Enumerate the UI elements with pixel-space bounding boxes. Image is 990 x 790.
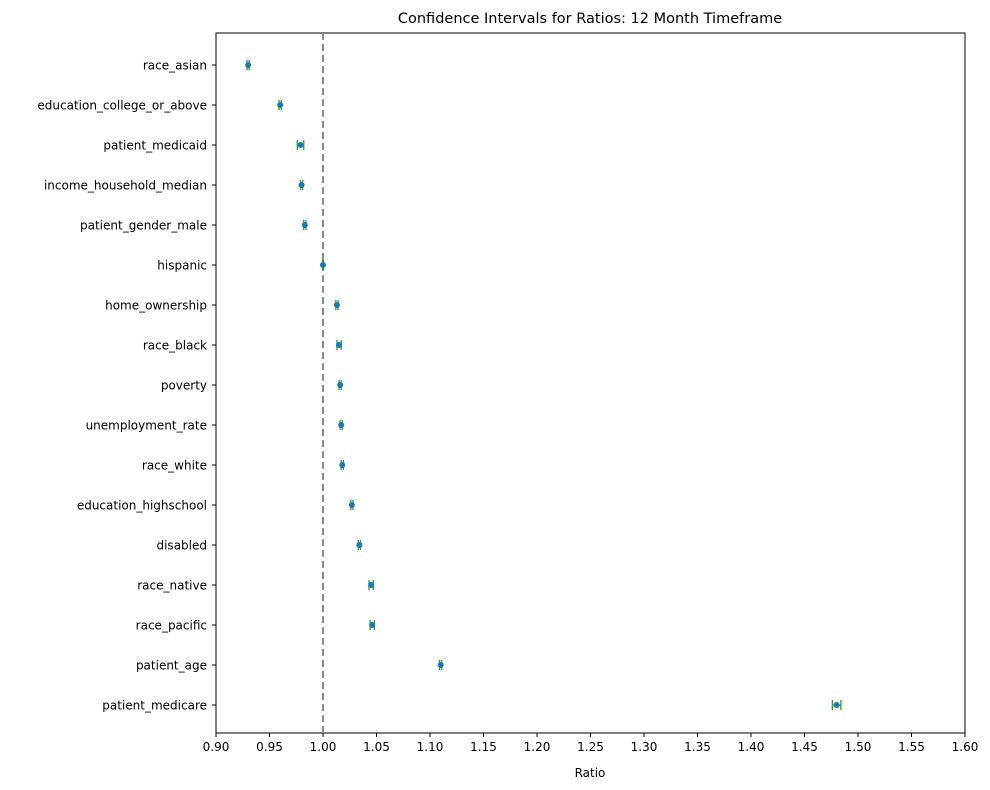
data-point	[277, 102, 284, 108]
x-tick-label: 1.40	[738, 740, 765, 754]
y-tick-label: patient_medicaid	[103, 139, 207, 153]
data-point	[245, 62, 252, 68]
interval-education_college_or_above	[277, 100, 284, 110]
interval-patient_medicaid	[296, 140, 305, 150]
data-point	[368, 582, 375, 588]
x-tick-label: 1.25	[577, 740, 604, 754]
y-tick-label: patient_medicare	[102, 699, 207, 713]
data-point	[298, 182, 305, 188]
data-point	[297, 142, 304, 148]
x-tick-label: 1.10	[417, 740, 444, 754]
y-tick-label: patient_age	[136, 659, 207, 673]
y-tick-label: race_white	[142, 459, 207, 473]
x-tick-label: 0.90	[203, 740, 230, 754]
interval-race_asian	[245, 60, 252, 70]
data-point	[301, 222, 308, 228]
x-tick-label: 1.50	[845, 740, 872, 754]
interval-hispanic	[320, 260, 326, 270]
y-tick-label: race_asian	[143, 59, 207, 73]
y-tick-label: poverty	[161, 379, 207, 393]
y-tick-label: race_black	[143, 339, 207, 353]
interval-income_household_median	[298, 180, 305, 190]
data-point	[337, 382, 344, 388]
y-tick-label: disabled	[156, 539, 207, 553]
interval-patient_medicare	[831, 700, 842, 710]
interval-disabled	[356, 540, 363, 550]
y-tick-label: unemployment_rate	[86, 419, 207, 433]
interval-home_ownership	[333, 300, 340, 310]
y-tick-label: hispanic	[157, 259, 207, 273]
data-point	[338, 422, 345, 428]
x-tick-label: 0.95	[256, 740, 283, 754]
interval-patient_gender_male	[301, 220, 308, 230]
x-tick-label: 1.35	[684, 740, 711, 754]
x-tick-label: 1.30	[631, 740, 658, 754]
interval-race_native	[368, 580, 375, 590]
data-point	[339, 462, 346, 468]
data-point	[333, 302, 340, 308]
interval-education_highschool	[348, 500, 355, 510]
data-point	[369, 622, 376, 628]
data-point	[833, 702, 840, 708]
x-tick-label: 1.15	[470, 740, 497, 754]
data-point	[348, 502, 355, 508]
chart-title: Confidence Intervals for Ratios: 12 Mont…	[398, 11, 782, 27]
y-tick-label: race_native	[137, 579, 207, 593]
data-point	[336, 342, 343, 348]
x-axis-label: Ratio	[575, 766, 606, 780]
y-tick-label: home_ownership	[105, 299, 207, 313]
interval-race_black	[336, 340, 343, 350]
x-tick-label: 1.60	[952, 740, 979, 754]
y-tick-label: income_household_median	[44, 179, 207, 193]
y-axis: race_asian education_college_or_abovepati…	[37, 59, 216, 713]
x-tick-label: 1.00	[310, 740, 337, 754]
interval-unemployment_rate	[338, 420, 345, 430]
data-point	[356, 542, 363, 548]
x-tick-label: 1.55	[898, 740, 925, 754]
interval-patient_age	[437, 660, 444, 670]
y-tick-label: patient_gender_male	[80, 219, 207, 233]
x-tick-label: 1.45	[791, 740, 818, 754]
x-axis: 0.90 0.95 1.00 1.05 1.10 1.15 1.20 1.25 1.30 1.35…	[203, 733, 979, 754]
y-tick-label: education_college_or_above	[37, 99, 207, 113]
x-tick-label: 1.05	[363, 740, 390, 754]
data-point	[437, 662, 444, 668]
y-tick-label: race_pacific	[136, 619, 207, 633]
y-tick-label: education_highschool	[77, 499, 207, 513]
x-tick-label: 1.20	[524, 740, 551, 754]
interval-race_white	[339, 460, 346, 470]
interval-race_pacific	[369, 620, 376, 630]
interval-poverty	[337, 380, 344, 390]
data-point	[320, 262, 326, 268]
marks-group	[245, 60, 842, 710]
